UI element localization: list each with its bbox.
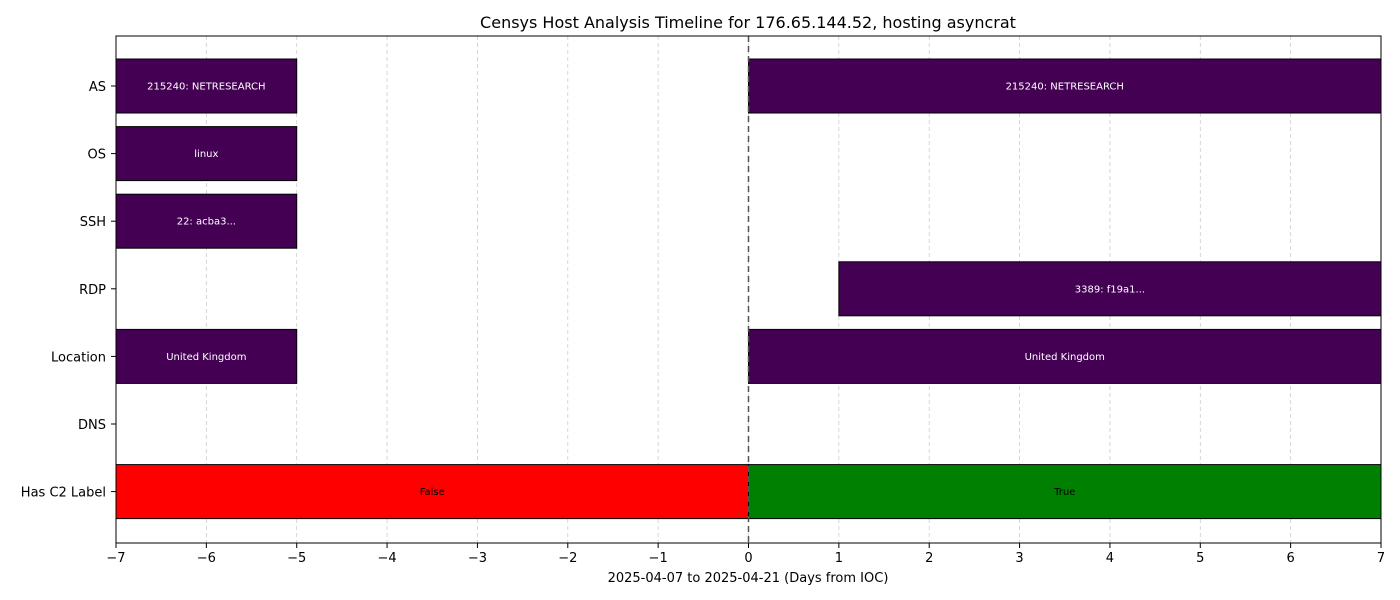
bar-label: False <box>420 487 445 498</box>
x-tick-label: 0 <box>744 551 752 566</box>
y-tick-label: OS <box>88 148 106 163</box>
x-tick-label: 4 <box>1106 551 1114 566</box>
y-tick-label: RDP <box>79 283 106 298</box>
x-tick-label: 2 <box>925 551 933 566</box>
bar-label: 3389: f19a1... <box>1075 284 1145 295</box>
bar-label: 215240: NETRESEARCH <box>147 82 265 93</box>
bar-label: 22: acba3... <box>177 217 236 228</box>
y-axis: AS OS SSH RDP Location DNS Has C2 Label <box>21 80 116 501</box>
bar-label: linux <box>194 149 218 160</box>
x-tick-label: 5 <box>1196 551 1204 566</box>
bar-label: United Kingdom <box>166 352 246 363</box>
y-tick-label: SSH <box>80 215 106 230</box>
bar-segment <box>115 464 749 520</box>
x-tick-label: −4 <box>377 551 396 566</box>
x-tick-label: 7 <box>1377 551 1385 566</box>
bar-label: United Kingdom <box>1025 352 1105 363</box>
x-tick-label: 3 <box>1015 551 1023 566</box>
y-tick-label: Location <box>51 350 106 365</box>
bar-label: 215240: NETRESEARCH <box>1006 82 1124 93</box>
x-tick-label: 1 <box>835 551 843 566</box>
x-tick-label: −5 <box>287 551 306 566</box>
chart-title: Censys Host Analysis Timeline for 176.65… <box>480 13 1016 32</box>
x-tick-label: −1 <box>649 551 668 566</box>
bar-label: True <box>1053 487 1075 498</box>
x-axis-label: 2025-04-07 to 2025-04-21 (Days from IOC) <box>608 571 889 586</box>
bar-segment <box>115 126 298 182</box>
x-tick-label: 6 <box>1287 551 1295 566</box>
x-tick-label: −6 <box>197 551 216 566</box>
y-tick-label: Has C2 Label <box>21 486 106 501</box>
y-tick-label: AS <box>89 80 106 95</box>
x-tick-label: −7 <box>106 551 125 566</box>
bar-segment <box>115 193 298 249</box>
x-tick-label: −3 <box>468 551 487 566</box>
x-tick-label: −2 <box>558 551 577 566</box>
bar-segment <box>115 328 298 384</box>
bar-segment <box>748 328 1382 384</box>
bar-segment <box>748 464 1382 520</box>
y-tick-label: DNS <box>78 418 106 433</box>
bar-segment <box>838 261 1382 317</box>
x-axis: −7 −6 −5 −4 −3 −2 −1 0 1 2 3 4 5 6 7 <box>106 543 1385 566</box>
